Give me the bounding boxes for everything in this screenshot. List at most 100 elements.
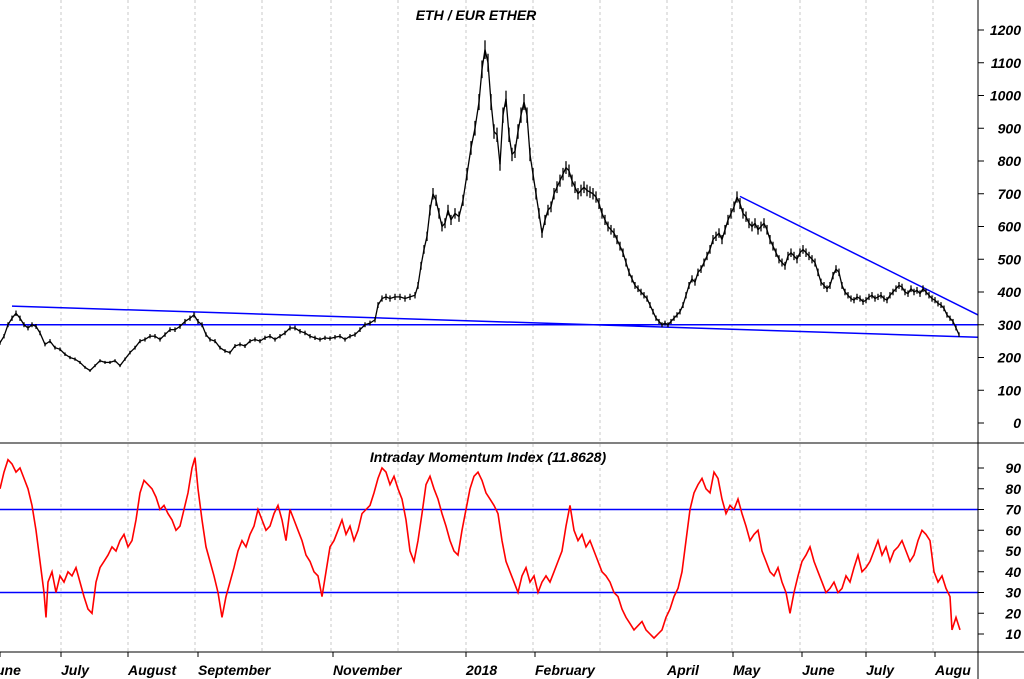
price-segment [835, 268, 840, 273]
price-segment [385, 296, 391, 300]
price-segment [179, 321, 186, 327]
price-segment [919, 288, 924, 294]
price-segment [399, 296, 406, 300]
price-segment [426, 210, 431, 237]
y-tick-label: 600 [998, 219, 1022, 235]
price-segment [541, 219, 546, 234]
price-segment [450, 213, 456, 221]
price-segment [952, 321, 957, 329]
price-segment [763, 222, 768, 231]
price-segment [670, 317, 675, 322]
price-segment [577, 190, 582, 195]
price-segment [364, 322, 371, 326]
price-segment [901, 286, 906, 293]
x-tick-label: July [866, 662, 895, 678]
price-segment [868, 294, 873, 298]
trendline [11, 305, 979, 338]
price-segment [874, 296, 879, 300]
price-segment [484, 49, 489, 63]
imi-tick-label: 80 [1005, 481, 1021, 497]
price-segment [628, 272, 633, 280]
price-segment [27, 324, 33, 329]
price-segment [269, 335, 276, 341]
price-segment [432, 193, 437, 201]
price-segment [694, 272, 699, 283]
price-segment [359, 324, 366, 331]
price-segment [847, 294, 852, 299]
price-segment [438, 213, 443, 227]
price-segment [589, 191, 594, 195]
price-segment [94, 360, 101, 367]
price-segment [859, 298, 864, 303]
y-tick-label: 0 [1013, 415, 1021, 431]
price-segment [598, 203, 603, 214]
price-segment [505, 98, 510, 135]
price-segment [184, 317, 191, 323]
price-segment [853, 296, 858, 301]
price-segment [526, 115, 531, 155]
price-segment [760, 222, 765, 227]
price-segment [420, 249, 425, 266]
price-segment [871, 294, 876, 299]
price-segment [229, 345, 236, 353]
price-segment [309, 335, 316, 339]
price-segment [99, 360, 106, 364]
price-segment [201, 324, 207, 335]
price-segment [284, 327, 291, 334]
price-segment [664, 322, 669, 326]
price-segment [224, 350, 231, 354]
price-segment [943, 308, 948, 316]
price-segment [174, 325, 181, 331]
price-segment [0, 335, 5, 344]
price-segment [334, 335, 341, 338]
price-segment [189, 314, 195, 319]
price-segment [727, 213, 732, 221]
price-segment [159, 334, 166, 340]
price-segment [613, 232, 618, 240]
price-segment [417, 265, 422, 286]
price-segment [712, 235, 717, 241]
price-segment [109, 360, 116, 364]
imi-chart-title: Intraday Momentum Index (11.8628) [370, 449, 607, 465]
price-segment [562, 167, 567, 175]
price-segment [454, 212, 460, 218]
price-segment [529, 154, 534, 175]
x-tick-label: April [666, 662, 700, 678]
price-segment [319, 337, 326, 341]
y-tick-label: 1200 [990, 22, 1021, 38]
price-segment [381, 296, 387, 300]
price-segment [631, 278, 636, 286]
price-segment [676, 311, 681, 316]
price-segment [447, 209, 452, 221]
price-segment [955, 327, 960, 335]
price-segment [550, 193, 555, 207]
price-segment [829, 275, 834, 286]
price-segment [607, 226, 612, 231]
price-segment [949, 317, 954, 322]
y-tick-label: 300 [998, 317, 1022, 333]
price-segment [916, 289, 921, 295]
price-segment [814, 262, 819, 273]
price-segment [329, 336, 336, 340]
imi-tick-label: 20 [1004, 605, 1021, 621]
price-segment [129, 347, 136, 354]
price-segment [462, 174, 468, 201]
price-segment [544, 209, 549, 221]
price-segment [946, 314, 951, 319]
price-segment [745, 216, 750, 224]
price-segment [784, 255, 789, 266]
imi-line-path [0, 457, 961, 640]
price-segment [197, 320, 203, 326]
x-tick-label: 2018 [465, 662, 497, 678]
price-segment [790, 252, 795, 257]
price-segment [344, 335, 351, 341]
price-segment [556, 180, 561, 188]
price-segment [658, 321, 663, 326]
price-segment [802, 248, 807, 254]
price-segment [466, 147, 472, 175]
price-segment [304, 332, 311, 337]
price-series [0, 40, 960, 372]
price-segment [811, 258, 816, 263]
price-segment [679, 304, 684, 312]
price-segment [700, 262, 705, 270]
